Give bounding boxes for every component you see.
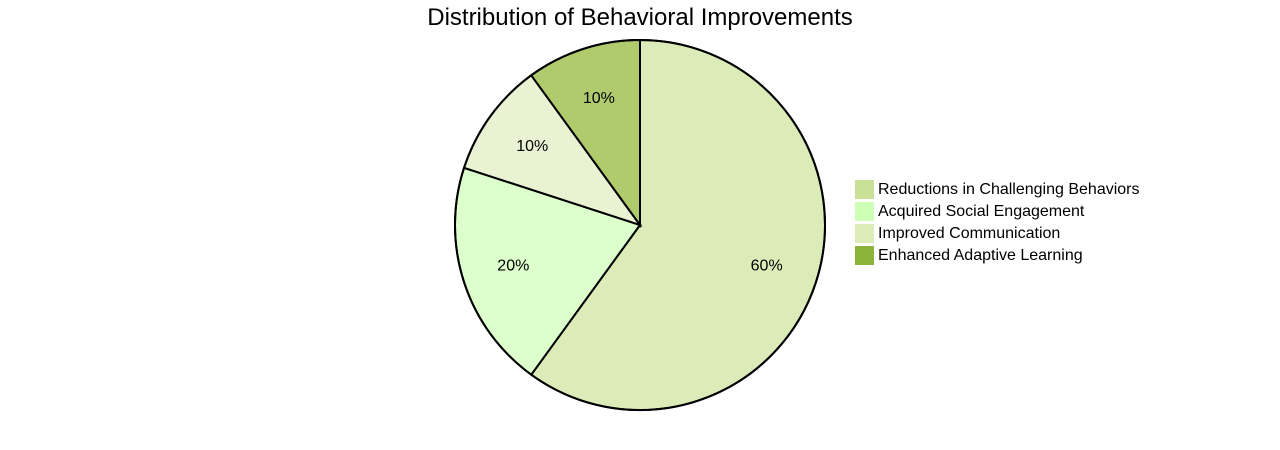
legend-label-enhanced-adaptive-learning: Enhanced Adaptive Learning [878, 247, 1083, 264]
legend-swatch-enhanced-adaptive-learning [855, 246, 874, 265]
legend-swatch-reductions-in-challenging-behaviors [855, 180, 874, 199]
slice-label-improved-communication: 10% [516, 138, 548, 155]
slice-label-acquired-social-engagement: 20% [497, 258, 529, 275]
legend-label-improved-communication: Improved Communication [878, 225, 1060, 242]
slice-label-enhanced-adaptive-learning: 10% [583, 90, 615, 107]
pie-slice-labels: 60% 20% 10% 10% [497, 90, 782, 275]
legend-swatch-improved-communication [855, 224, 874, 243]
pie-slices [454, 38, 826, 411]
legend-label-acquired-social-engagement: Acquired Social Engagement [878, 203, 1085, 220]
legend: Reductions in Challenging Behaviors Acqui… [855, 180, 1140, 265]
legend-label-reductions-in-challenging-behaviors: Reductions in Challenging Behaviors [878, 181, 1140, 198]
chart-title: Distribution of Behavioral Improvements [427, 4, 853, 31]
legend-swatch-acquired-social-engagement [855, 202, 874, 221]
pie-outline [454, 39, 826, 411]
slice-label-reductions-in-challenging-behaviors: 60% [751, 258, 783, 275]
